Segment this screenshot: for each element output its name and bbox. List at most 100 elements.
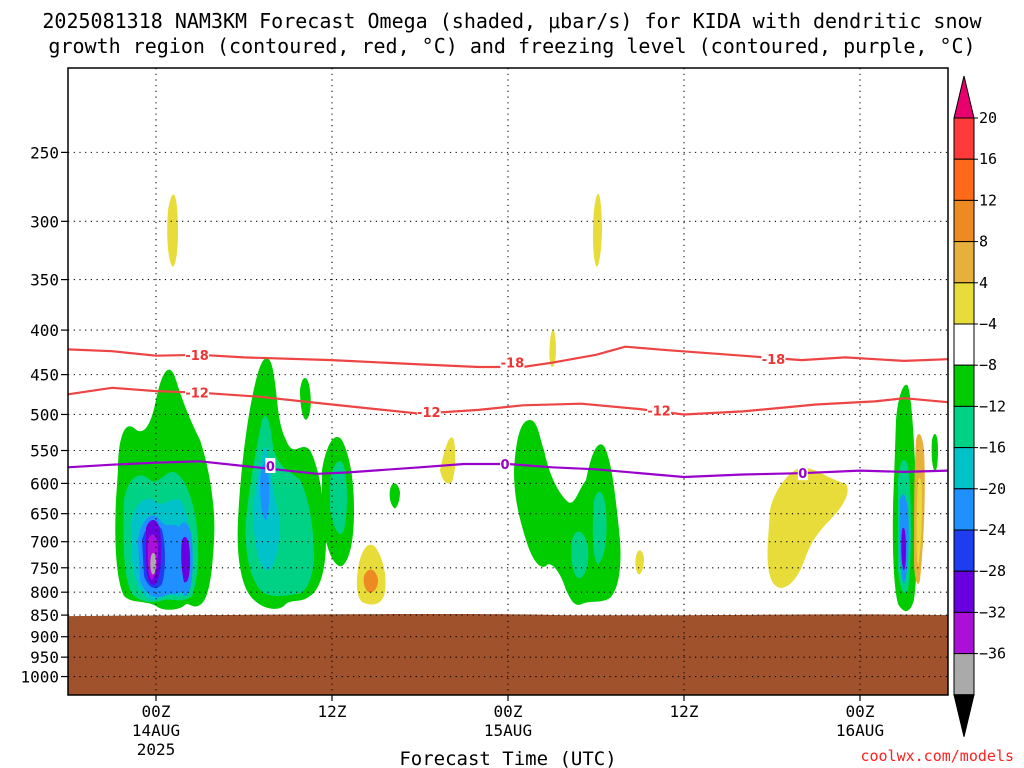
x-tick-year: 2025 [137,740,176,759]
colorbar-bin [953,364,975,407]
y-tick-label: 900 [30,628,59,647]
credit-link[interactable]: coolwx.com/models [860,747,1014,765]
omega-streak-3 [549,329,556,368]
colorbar-tick-label: 16 [979,150,997,168]
y-tick-label: 300 [30,212,59,231]
colorbar-cap-bottom [953,694,975,737]
omega-sink-1-orange [363,569,378,593]
contour-label: -18 [185,349,209,364]
colorbar-bin [953,199,975,243]
colorbar-tick-label: −28 [979,562,1006,580]
omega-sink-4-yellow [767,467,848,588]
x-tick-label: 00Z [846,702,875,721]
x-tick-date: 15AUG [484,721,532,740]
y-tick-label: 850 [30,606,59,625]
omega-blob-small-3 [931,434,938,472]
plot-area: -18 -18 -18 -12 -12 -12 0 0 0 [67,67,949,696]
omega-band-2b-teal [330,461,347,534]
contour-label-bg [500,456,511,472]
omega-streak-1 [167,194,178,267]
x-tick-date: 14AUG [132,721,180,740]
y-tick-label: 600 [30,474,59,493]
contour-label-bg [500,354,525,370]
contour-label: -12 [647,405,671,420]
omega-blob-small-2 [389,483,400,509]
contour-line-0 [67,460,949,479]
contour-label-bg [647,402,672,418]
y-tick-label: 550 [30,442,59,461]
colorbar-tick-label: 20 [979,109,997,127]
omega-sink-3 [635,550,644,575]
contour-label: -12 [185,387,209,402]
colorbar-tick-label: −8 [979,356,997,374]
colorbar-bin [953,117,975,160]
colorbar: 20 16 12 8 4 −4 −8 −12 −16 −20 −24 −28 −32 −36 [953,75,1006,737]
colorbar-tick-label: −16 [979,439,1006,457]
omega-band-1-gray [150,552,156,575]
omega-sink-2 [440,437,456,484]
colorbar-tick-label: 12 [979,191,997,209]
colorbar-bin [953,488,975,531]
colorbar-bin [953,282,975,325]
colorbar-bin [953,241,975,284]
x-tick-label: 12Z [318,702,347,721]
omega-band-2-blue [260,461,270,520]
y-tick-label: 750 [30,559,59,578]
terrain-fill [68,614,948,695]
colorbar-tick-label: −4 [979,315,997,333]
contour-label: -12 [417,406,441,421]
y-tick-label: 700 [30,533,59,552]
y-tick-label: 650 [30,505,59,524]
omega-streak-2 [592,193,602,267]
colorbar-tick-label: −32 [979,603,1006,621]
y-tick-label: 1000 [20,668,59,687]
omega-band-1b-purple [181,536,190,583]
colorbar-bin [953,529,975,572]
colorbar-tick-label: 4 [979,274,988,292]
omega-band-3-teal2 [571,531,589,579]
contour-label-bg [797,465,808,481]
y-tick-label: 400 [30,321,59,340]
contour-label: 0 [266,460,275,475]
colorbar-bin [953,611,975,655]
contour-label-bg [185,346,210,362]
colorbar-tick-label: −36 [979,645,1006,663]
omega-band-3-teal [592,491,607,564]
y-tick-label: 500 [30,405,59,424]
contour-label-bg [416,404,441,420]
chart-title-line2: growth region (contoured, red, °C) and f… [48,34,975,58]
colorbar-tick-label: −20 [979,480,1006,498]
y-tick-label: 450 [30,366,59,385]
colorbar-tick-label: −24 [979,521,1006,539]
colorbar-tick-label: 8 [979,233,988,251]
y-axis: 250 300 350 400 450 500 550 600 650 700 750 800 850 9… [20,143,68,687]
y-tick-label: 250 [30,143,59,162]
y-tick-label: 350 [30,271,59,290]
omega-sink-5-core [916,477,922,566]
contours: -18 -18 -18 -12 -12 -12 0 0 0 [67,345,949,482]
colorbar-bin [953,405,975,449]
colorbar-cap-top [953,75,975,119]
x-tick-label: 12Z [670,702,699,721]
contour-label: -18 [762,353,786,368]
contour-label-bg [761,351,786,367]
y-tick-label: 800 [30,583,59,602]
colorbar-bin [953,158,975,201]
contour-label: -18 [501,357,525,372]
x-tick-date: 16AUG [836,721,884,740]
omega-band-4-purple [901,527,906,571]
contour-label-bg [185,384,210,400]
omega-blob-small-1 [300,378,311,420]
grid-lines [68,68,948,695]
colorbar-bin [953,653,975,696]
x-axis-title: Forecast Time (UTC) [399,748,616,768]
contour-label: 0 [501,458,510,473]
y-tick-label: 950 [30,648,59,667]
colorbar-bin [953,570,975,613]
contour-label-bg [265,457,276,473]
x-tick-label: 00Z [142,702,171,721]
contour-label: 0 [798,467,807,482]
colorbar-bin [953,323,975,366]
